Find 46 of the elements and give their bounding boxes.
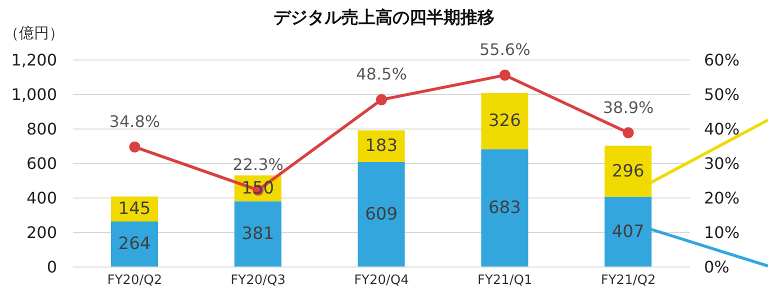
- bar: [481, 149, 528, 267]
- data-label: 48.5%: [356, 64, 407, 84]
- point: [499, 70, 510, 81]
- y2-tick-label: 60%: [704, 50, 740, 70]
- y-tick-label: 1,200: [11, 50, 57, 70]
- y-tick-label: 1,000: [11, 85, 57, 104]
- y-axis-title: （億円）: [4, 24, 64, 43]
- chart-title: デジタル売上高の四半期推移: [274, 8, 494, 28]
- y2-tick-label: 10%: [704, 223, 740, 242]
- point: [622, 127, 634, 138]
- data-label: 296: [612, 161, 644, 182]
- bar: [604, 196, 652, 267]
- x-tick-label: FY21/Q1: [477, 273, 532, 288]
- point: [129, 141, 140, 152]
- y-tick-label: 600: [26, 154, 57, 174]
- data-label: 145: [118, 198, 151, 219]
- x-tick-label: FY20/Q4: [354, 273, 409, 288]
- x-tick-label: FY20/Q2: [107, 273, 162, 288]
- bar: [604, 146, 652, 197]
- data-label: 264: [118, 234, 151, 254]
- bar: [234, 201, 282, 267]
- data-label: 326: [488, 111, 521, 132]
- data-label: 55.6%: [479, 40, 530, 60]
- data-label: 34.8%: [109, 112, 160, 131]
- y2-tick-label: 0%: [704, 258, 730, 277]
- data-label: 609: [365, 204, 398, 224]
- data-label: 183: [365, 136, 398, 156]
- y-tick-label: 200: [26, 223, 57, 242]
- y2-tick-label: 40%: [704, 120, 740, 139]
- data-label: 407: [612, 222, 644, 242]
- data-label: 683: [488, 198, 521, 218]
- y-tick-label: 0: [46, 258, 57, 277]
- bar: [111, 221, 158, 267]
- point: [376, 94, 387, 106]
- x-tick-label: FY20/Q3: [230, 273, 286, 288]
- y-tick-label: 400: [26, 188, 57, 208]
- y2-tick-label: 20%: [704, 188, 740, 208]
- y2-tick-label: 50%: [704, 85, 740, 104]
- y-tick-label: 800: [26, 120, 57, 139]
- bar: [481, 92, 528, 150]
- data-label: 22.3%: [232, 155, 284, 174]
- data-label: 381: [242, 224, 274, 244]
- bar: [358, 162, 405, 267]
- y2-tick-label: 30%: [704, 154, 740, 174]
- x-tick-label: FY21/Q2: [600, 273, 656, 288]
- data-label: 38.9%: [602, 98, 654, 117]
